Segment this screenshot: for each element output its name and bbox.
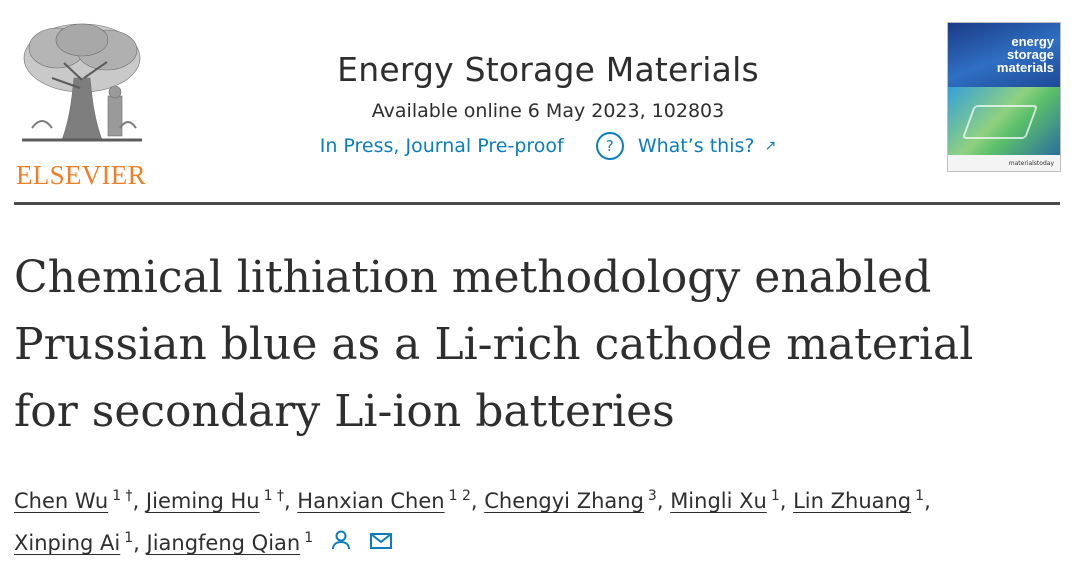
in-press-status-link[interactable]: In Press, Journal Pre-proof [319,135,564,157]
article-title-line: Chemical lithiation methodology enabled [14,252,932,303]
external-link-arrow-icon: ↗ [764,138,777,154]
author-affiliation-sup: 1 [915,488,925,504]
author-affiliation-sup: 1 [304,530,314,546]
author-list: Chen Wu 1 †, Jieming Hu 1 †, Hanxian Chen 1… [14,478,1074,563]
journal-title-link[interactable]: Energy Storage Materials [337,50,759,89]
cover-footer-text: materialstoday [1008,160,1054,167]
article-header: ELSEVIER Energy Storage Materials Availa… [0,0,1080,204]
status-row: In Press, Journal Pre-proof ? What’s thi… [200,132,896,160]
journal-cover-image[interactable]: energy storage materials materialstoday [947,22,1061,172]
cover-title: energy storage materials [996,34,1054,75]
author-name[interactable]: Jieming Hu [145,489,260,513]
article-title-line: for secondary Li-ion batteries [14,386,675,437]
person-icon[interactable] [330,526,352,563]
author-affiliation-sup: 1 † [112,488,133,504]
article-title: Chemical lithiation methodology enabled … [14,244,1074,445]
author-line-1: Chen Wu 1 †, Jieming Hu 1 †, Hanxian Chen 1… [14,488,931,513]
question-circle-icon[interactable]: ? [595,132,624,160]
elsevier-logo[interactable]: ELSEVIER [12,18,152,190]
availability-text: Available online 6 May 2023, 102803 [371,100,725,122]
author-name[interactable]: Xinping Ai [14,531,121,555]
envelope-icon[interactable] [369,526,393,563]
author-affiliation-sup: 1 [124,530,134,546]
author-name[interactable]: Chen Wu [14,489,109,513]
author-line-2: Xinping Ai 1, Jiangfeng Qian 1 [14,520,1074,563]
article-title-line: Prussian blue as a Li-rich cathode mater… [14,319,974,370]
cover-banner [948,23,1060,93]
author-name[interactable]: Hanxian Chen [297,489,445,513]
cover-artwork [948,87,1060,155]
whats-this-link[interactable]: What’s this? [637,135,755,157]
author-affiliation-sup: 1 [770,488,780,504]
author-name[interactable]: Mingli Xu [670,489,767,513]
author-affiliation-sup: 1 2 [448,488,471,504]
author-affiliation-sup: 1 † [263,488,284,504]
elsevier-wordmark: ELSEVIER [16,160,146,190]
header-divider [14,202,1060,205]
elsevier-tree-logo [22,23,142,142]
journal-info: Energy Storage Materials Available onlin… [200,48,896,160]
author-affiliation-sup: 3 [647,488,657,504]
author-name[interactable]: Lin Zhuang [793,489,912,513]
author-name[interactable]: Jiangfeng Qian [146,531,301,555]
author-name[interactable]: Chengyi Zhang [484,489,644,513]
